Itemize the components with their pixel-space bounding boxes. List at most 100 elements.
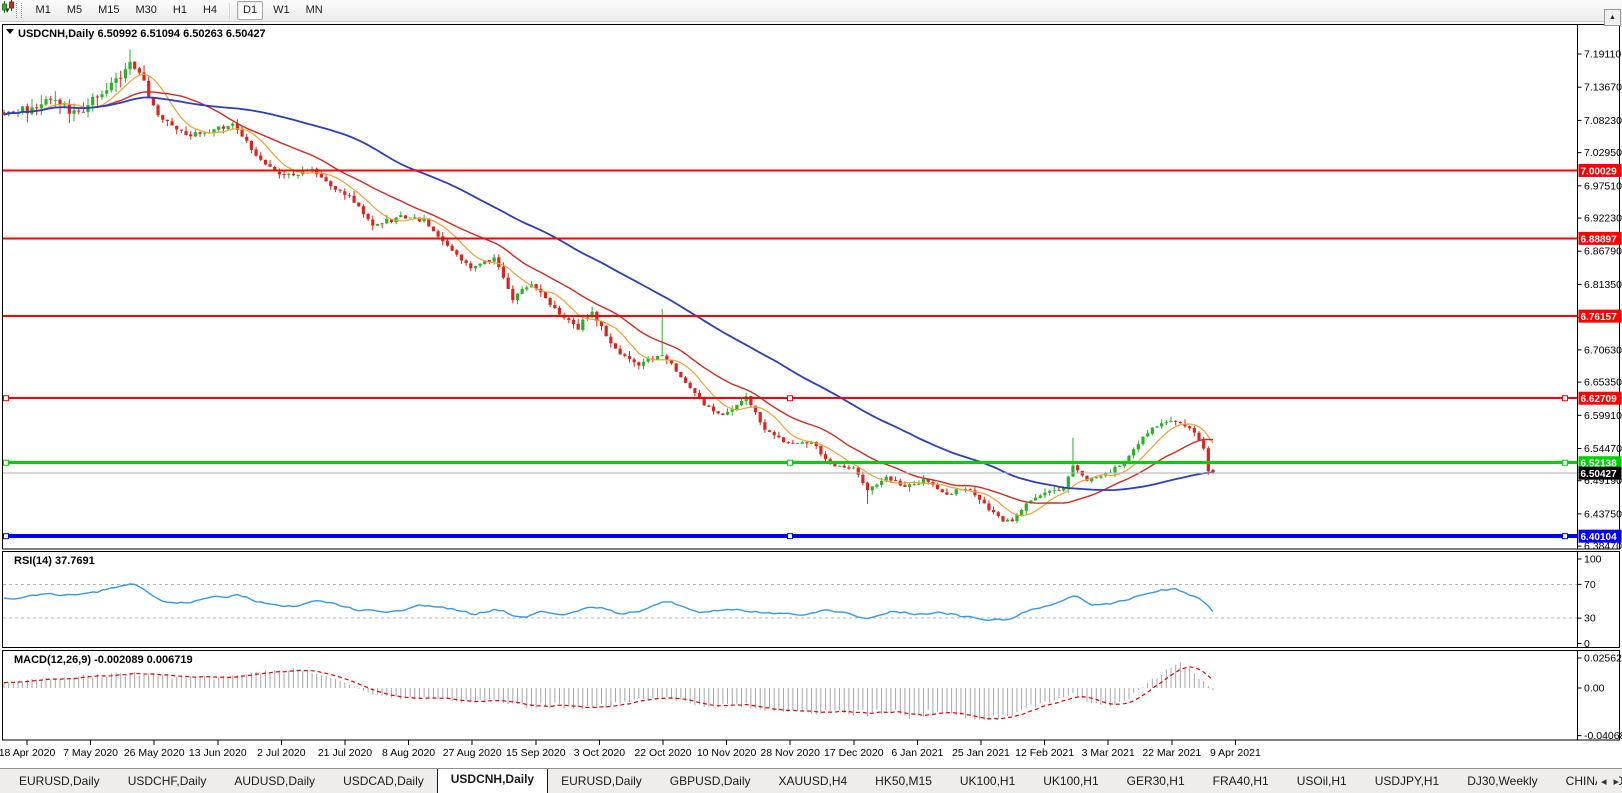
date-axis-label: 7 May 2020 — [63, 747, 118, 759]
price-axis-tick-label: 7.02950 — [1584, 147, 1622, 159]
price-axis-tick-label: 7.19110 — [1584, 49, 1621, 61]
rsi-axis-tick-label: 0 — [1584, 638, 1590, 650]
line-drag-handle[interactable] — [787, 395, 793, 402]
chart-area[interactable]: USDCNH,Daily 6.50992 6.51094 6.50263 6.5… — [0, 0, 1622, 764]
support-line-green[interactable] — [3, 459, 1577, 466]
timeframe-button-m5[interactable]: M5 — [66, 4, 83, 16]
price-tag-6.76157: 6.76157 — [1578, 309, 1622, 323]
main-panel-border — [2, 24, 1620, 550]
macd-histogram — [3, 662, 1214, 721]
macd-panel: MACD(12,26,9) -0.002089 0.006719 0.025623… — [2, 650, 1622, 742]
line-drag-handle[interactable] — [3, 459, 9, 466]
candlestick-chart-icon — [2, 0, 14, 13]
chart-tab-usdjpy-h1[interactable]: USDJPY,H1 — [1374, 774, 1440, 788]
chart-tab-fra40-h1[interactable]: FRA40,H1 — [1212, 774, 1269, 788]
price-tag-label: 6.88897 — [1581, 234, 1618, 245]
timeframe-button-m30[interactable]: M30 — [135, 4, 157, 16]
date-axis-label: 22 Oct 2020 — [634, 747, 691, 759]
tabs-scroll-left-icon[interactable]: ◂ — [1600, 776, 1607, 788]
price-axis-tick-label: 6.43750 — [1584, 508, 1622, 520]
timeframe-button-m1[interactable]: M1 — [35, 4, 51, 16]
price-tag-bg — [1578, 466, 1622, 480]
macd-panel-border — [2, 650, 1620, 741]
date-axis-label: 10 Nov 2020 — [697, 747, 757, 759]
date-axis-label: 22 Mar 2021 — [1142, 747, 1201, 759]
date-axis-label: 28 Nov 2020 — [760, 747, 820, 759]
rsi-axis-tick-label: 70 — [1584, 579, 1596, 591]
price-axis-tick-label: 6.86790 — [1584, 246, 1622, 258]
window-collapse-icon[interactable] — [6, 29, 14, 34]
tabs-scroll-buttons: ◂ ▸ — [1596, 775, 1619, 788]
line-drag-handle[interactable] — [3, 533, 9, 540]
price-axis-tick-label: 7.13670 — [1584, 82, 1622, 94]
toolbar-overflow-button[interactable]: ▲ — [1604, 9, 1621, 26]
line-drag-handle[interactable] — [1562, 533, 1568, 540]
rsi-axis-tick-label: 100 — [1584, 554, 1602, 566]
date-axis-label: 26 May 2020 — [124, 747, 185, 759]
price-tag-bg — [1578, 231, 1622, 245]
up-triangle-icon: ▲ — [1609, 14, 1616, 21]
price-tag-label: 6.76157 — [1581, 312, 1618, 323]
chart-tab-gbpusd-daily[interactable]: GBPUSD,Daily — [669, 774, 751, 788]
chevron-down-icon: ▾ — [5, 5, 10, 15]
date-axis-label: 17 Dec 2020 — [824, 747, 884, 759]
chart-tab-ger30-h1[interactable]: GER30,H1 — [1126, 774, 1185, 788]
price-axis-tick-label: 6.65350 — [1584, 377, 1622, 389]
line-drag-handle[interactable] — [1562, 459, 1568, 466]
price-axis-tick-label: 6.81350 — [1584, 279, 1622, 291]
line-drag-handle[interactable] — [1562, 395, 1568, 402]
toolbar-separator — [229, 2, 232, 19]
tabs-scroll-right-icon[interactable]: ▸ — [1613, 776, 1619, 788]
price-axis-tick-label: 6.70630 — [1584, 344, 1622, 356]
ma-slow-line — [3, 96, 1214, 492]
price-tag-bg — [1578, 391, 1622, 405]
price-axis-tick-label: 6.92230 — [1584, 213, 1622, 225]
chart-tab-eurusd-daily[interactable]: EURUSD,Daily — [561, 774, 642, 788]
date-axis-label: 12 Feb 2021 — [1015, 747, 1074, 759]
price-tag-label: 6.50427 — [1581, 469, 1618, 480]
chart-tabs-strip: EURUSD,Daily USDCHF,Daily AUDUSD,Daily USDC… — [0, 768, 1622, 793]
rsi-axis-tick-label: 30 — [1584, 613, 1596, 625]
chart-tab-usdcad-daily[interactable]: USDCAD,Daily — [343, 774, 424, 788]
chart-tab-hk50-m15[interactable]: HK50,M15 — [875, 774, 932, 788]
price-tag-label: 6.52138 — [1581, 459, 1618, 470]
support-line-blue[interactable] — [3, 533, 1577, 540]
chart-tab-usdchf-daily[interactable]: USDCHF,Daily — [127, 774, 207, 788]
toolbar-grip[interactable] — [15, 3, 22, 18]
macd-signal-line — [3, 666, 1214, 720]
chart-tab-usoil-h1[interactable]: USOil,H1 — [1296, 774, 1347, 788]
price-tag-bg — [1578, 456, 1622, 470]
date-axis-label: 6 Jan 2021 — [891, 747, 943, 759]
macd-label: MACD(12,26,9) -0.002089 0.006719 — [14, 654, 193, 666]
chart-tab-audusd-daily[interactable]: AUDUSD,Daily — [234, 774, 316, 788]
timeframe-button-d1[interactable]: D1 — [237, 1, 264, 20]
line-drag-handle[interactable] — [787, 533, 793, 540]
price-tag-label: 6.62709 — [1581, 394, 1618, 405]
date-axis-label: 3 Mar 2021 — [1082, 747, 1135, 759]
date-axis-label: 27 Aug 2020 — [443, 747, 502, 759]
timeframe-buttons: M1 M5 M15 M30 H1 H4 D1 W1 MN — [28, 1, 331, 20]
timeframe-button-m15[interactable]: M15 — [98, 4, 120, 16]
timeframe-button-mn[interactable]: MN — [305, 4, 323, 16]
chart-tab-uk100-h1[interactable]: UK100,H1 — [959, 774, 1016, 788]
chart-tab-eurusd-daily[interactable]: EURUSD,Daily — [19, 774, 100, 788]
price-tag-bg — [1578, 163, 1622, 177]
timeframe-button-h4[interactable]: H4 — [202, 4, 218, 16]
price-tag-bg — [1578, 309, 1622, 323]
price-tag-6.62709: 6.62709 — [1578, 391, 1622, 405]
timeframe-button-h1[interactable]: H1 — [172, 4, 187, 16]
line-drag-handle[interactable] — [787, 459, 793, 466]
rsi-panel: RSI(14) 37.7691 100 70 30 0 — [2, 551, 1620, 650]
price-axis-tick-label: 6.97510 — [1584, 180, 1622, 192]
price-axis-tick-label: 7.08230 — [1584, 115, 1622, 127]
chart-title: USDCNH,Daily 6.50992 6.51094 6.50263 6.5… — [18, 28, 266, 40]
line-drag-handle[interactable] — [3, 395, 9, 402]
chart-tab-dj30-weekly[interactable]: DJ30,Weekly — [1467, 774, 1538, 788]
chart-tab-uk100-h1[interactable]: UK100,H1 — [1043, 774, 1099, 788]
chart-tab-xauusd-h4[interactable]: XAUUSD,H4 — [778, 774, 848, 788]
chart-tab-usdcnh-daily[interactable]: USDCNH,Daily — [436, 769, 549, 793]
chart-type-button[interactable]: ▾ — [2, 0, 14, 16]
timeframe-button-w1[interactable]: W1 — [273, 4, 290, 16]
resistance-line-4[interactable] — [3, 395, 1577, 402]
